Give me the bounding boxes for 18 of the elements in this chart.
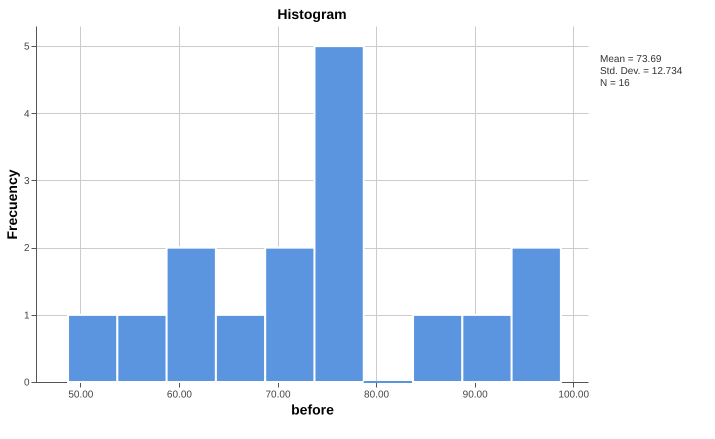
- chart-title: Histogram: [277, 6, 347, 22]
- text: Mean = 73.69: [600, 54, 662, 65]
- x-tick-label: 80.00: [364, 390, 390, 400]
- text: N = 16: [600, 78, 630, 89]
- x-tick-label: 100.00: [558, 390, 590, 400]
- y-tick-label: 0: [24, 378, 30, 388]
- y-tick-label: 4: [24, 108, 30, 120]
- y-tick-label: 2: [24, 243, 30, 254]
- x-tick-label: 70.00: [265, 390, 291, 400]
- x-axis-title: before: [291, 402, 334, 418]
- x-tick-label: 60.00: [166, 390, 192, 400]
- y-tick-label: 3: [24, 176, 30, 187]
- x-tick-label: 50.00: [68, 390, 94, 400]
- y-tick-label: 5: [24, 42, 30, 53]
- y-axis-title: Frecuency: [4, 169, 20, 240]
- y-tick-label: 1: [24, 310, 30, 322]
- text: Std. Dev. = 12.734: [600, 66, 683, 77]
- x-tick-label: 90.00: [462, 390, 488, 400]
